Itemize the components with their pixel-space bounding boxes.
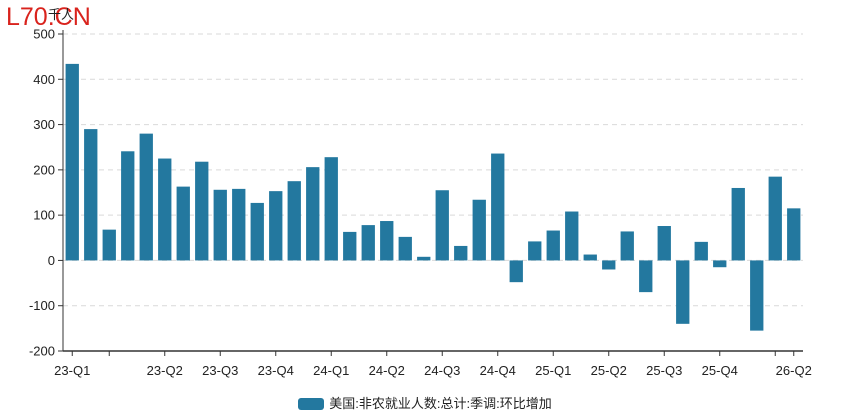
gridlines [63, 33, 803, 307]
x-tick-label: 24-Q2 [369, 363, 405, 378]
bar [565, 211, 579, 261]
bar [65, 63, 79, 261]
y-tick-label: 500 [33, 27, 55, 42]
y-axis-ticks: -200 -100 0 100 200 300 400 500 [29, 27, 63, 359]
bar [509, 260, 523, 283]
legend[interactable]: 美国:非农就业人数:总计:季调:环比增加 [0, 393, 850, 412]
site-logo: L70.CN [6, 3, 91, 31]
bar [139, 133, 153, 261]
bar [491, 153, 505, 261]
axes [62, 30, 803, 352]
bar [269, 191, 283, 261]
bar [84, 129, 98, 261]
y-tick-label: 0 [48, 253, 55, 268]
bar [121, 151, 135, 261]
bar [694, 241, 708, 261]
bar [528, 241, 542, 261]
x-tick-label: 25-Q4 [702, 363, 738, 378]
x-tick-label: 24-Q4 [480, 363, 516, 378]
bar [768, 176, 782, 261]
y-tick-label: 100 [33, 208, 55, 223]
legend-swatch [298, 398, 325, 410]
y-tick-label: 400 [33, 72, 55, 87]
x-tick-label: 24-Q3 [424, 363, 460, 378]
x-tick-label: 26-Q2 [776, 363, 812, 378]
bar [620, 231, 634, 261]
bar [343, 231, 357, 261]
bar [546, 230, 560, 261]
legend-label: 美国:非农就业人数:总计:季调:环比增加 [329, 396, 552, 411]
bar [602, 260, 616, 270]
x-tick-label: 24-Q1 [313, 363, 349, 378]
y-tick-label: 200 [33, 162, 55, 177]
bar [750, 260, 764, 331]
x-tick-label: 23-Q2 [147, 363, 183, 378]
bar [380, 221, 394, 261]
x-tick-label: 23-Q4 [258, 363, 294, 378]
bar [287, 181, 301, 261]
y-tick-label: 300 [33, 117, 55, 132]
bar [731, 187, 745, 261]
bar [713, 260, 727, 268]
x-tick-label: 25-Q3 [646, 363, 682, 378]
bar [195, 161, 209, 261]
y-tick-label: -200 [29, 344, 55, 359]
bar [361, 225, 375, 261]
bar [417, 256, 431, 261]
bar [213, 189, 227, 261]
x-tick-label: 23-Q1 [54, 363, 90, 378]
bar [158, 158, 172, 261]
bars [65, 63, 801, 331]
bar [787, 208, 801, 261]
bar [176, 186, 190, 261]
x-axis-ticks: 23-Q1 23-Q2 23-Q3 23-Q4 24-Q1 24-Q2 24-Q3 24-Q4… [54, 351, 812, 378]
bar [102, 229, 116, 261]
bar [472, 199, 486, 261]
bar [454, 245, 468, 261]
y-axis-unit: 千人 [48, 7, 75, 22]
bar [306, 167, 320, 261]
x-tick-label: 23-Q3 [202, 363, 238, 378]
bar [676, 260, 690, 324]
bar [232, 188, 246, 261]
bar [639, 260, 653, 293]
bar [324, 157, 338, 261]
bar [250, 202, 264, 261]
x-tick-label: 25-Q1 [535, 363, 571, 378]
bar [657, 226, 671, 261]
bar [583, 254, 597, 261]
bar [398, 236, 412, 261]
y-tick-label: -100 [29, 298, 55, 313]
x-tick-label: 25-Q2 [591, 363, 627, 378]
bar [435, 190, 449, 261]
